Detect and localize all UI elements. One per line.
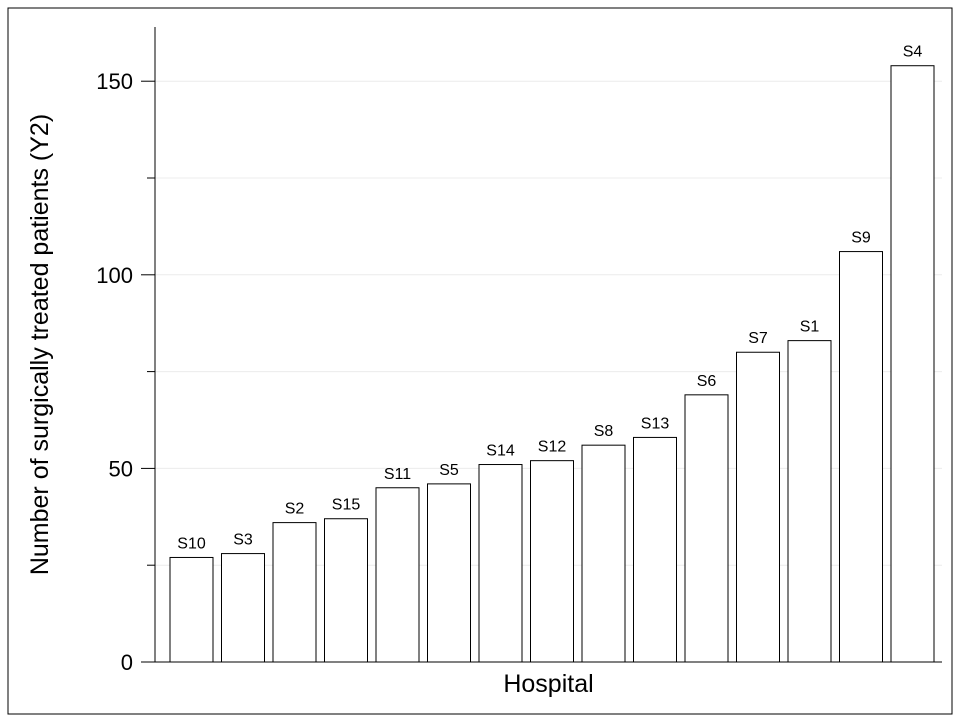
bar-s15 [324, 518, 368, 663]
bar-s14 [478, 464, 523, 663]
bars [169, 65, 935, 663]
y-tick-label: 0 [121, 650, 133, 675]
figure-border [7, 7, 953, 715]
bar-label-s10: S10 [177, 535, 206, 552]
y-ticks: 0 50 100 150 [96, 69, 155, 675]
bar-s12 [530, 460, 574, 663]
y-tick-label: 150 [96, 69, 133, 94]
bar-labels: S10 S3 S2 S15 S11 S5 S14 S12 S8 S13 S6 S7 S1 S9 S4 [177, 44, 922, 553]
bar-s5 [427, 483, 471, 663]
bar-label-s7: S7 [748, 330, 768, 347]
bar-label-s6: S6 [697, 373, 717, 390]
y-tick-label: 50 [109, 456, 133, 481]
y-tick-label: 100 [96, 263, 133, 288]
bar-s9 [839, 251, 883, 663]
axes [154, 27, 942, 663]
x-axis-title: Hospital [503, 670, 593, 698]
bar-s7 [736, 351, 780, 663]
bar-s6 [684, 394, 729, 663]
bar-label-s1: S1 [800, 319, 820, 336]
bar-label-s13: S13 [641, 415, 670, 432]
bar-label-s4: S4 [903, 44, 923, 61]
bar-label-s8: S8 [594, 423, 614, 440]
bar-label-s15: S15 [332, 497, 361, 514]
bar-s1 [787, 340, 832, 663]
bar-s11 [375, 487, 420, 663]
y-axis-title: Number of surgically treated patients (Y… [26, 114, 54, 575]
bar-s2 [272, 522, 317, 663]
bar-s13 [633, 436, 677, 663]
bar-label-s12: S12 [538, 439, 567, 456]
bar-label-s9: S9 [851, 230, 871, 247]
bar-s3 [221, 553, 265, 663]
bar-label-s14: S14 [486, 443, 515, 460]
bar-label-s11: S11 [384, 466, 411, 483]
bar-label-s5: S5 [439, 462, 459, 479]
bar-label-s2: S2 [285, 501, 305, 518]
bar-s4 [890, 65, 935, 663]
bar-label-s3: S3 [233, 532, 253, 549]
bar-s10 [169, 556, 214, 663]
bar-s8 [581, 444, 626, 663]
